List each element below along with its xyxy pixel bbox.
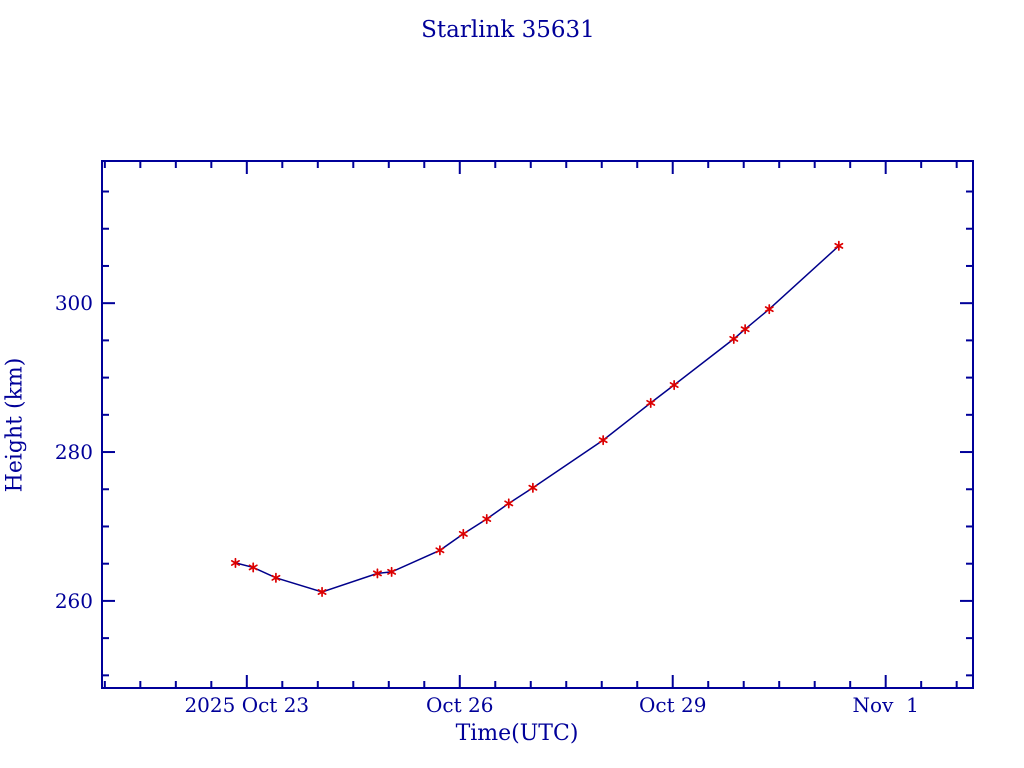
marker-stroke — [317, 589, 327, 595]
data-point-marker — [834, 240, 844, 251]
marker-stroke — [248, 564, 258, 571]
marker-stroke — [764, 306, 774, 313]
plot-frame — [101, 160, 974, 689]
data-point-marker — [729, 333, 739, 344]
marker-stroke — [387, 568, 397, 575]
marker-stroke — [458, 530, 468, 537]
chart-title: Starlink 35631 — [421, 17, 595, 43]
data-point-marker — [230, 557, 240, 568]
data-point-marker — [387, 566, 397, 577]
x-axis-title: Time(UTC) — [455, 721, 579, 746]
marker-stroke — [504, 500, 514, 507]
marker-stroke — [598, 437, 608, 444]
marker-stroke — [271, 574, 281, 581]
marker-stroke — [646, 399, 656, 406]
marker-stroke — [729, 335, 739, 342]
data-point-marker — [458, 528, 468, 539]
x-tick-label: Oct 26 — [426, 693, 493, 717]
data-point-marker — [669, 379, 679, 391]
data-point-marker — [504, 498, 514, 509]
y-tick-label: 260 — [55, 589, 93, 613]
height-curve — [235, 245, 840, 593]
marker-stroke — [669, 382, 679, 388]
y-tick-label: 280 — [55, 440, 93, 464]
data-point-marker — [764, 304, 774, 315]
x-tick-label: 2025 Oct 23 — [184, 693, 309, 717]
marker-stroke — [435, 547, 445, 554]
data-point-marker — [598, 435, 608, 446]
x-tick-label: Nov 1 — [853, 693, 919, 717]
y-tick-label: 300 — [55, 291, 93, 315]
marker-stroke — [834, 242, 844, 249]
data-point-marker — [248, 562, 258, 573]
data-point-marker — [740, 324, 750, 335]
marker-stroke — [372, 570, 382, 577]
marker-stroke — [230, 559, 240, 566]
x-tick-label: Oct 29 — [639, 693, 706, 717]
data-point-marker — [482, 513, 492, 525]
data-point-marker — [271, 572, 281, 583]
data-point-marker — [435, 545, 445, 556]
data-point-marker — [528, 482, 538, 493]
data-point-marker — [317, 586, 327, 598]
marker-stroke — [528, 484, 538, 491]
data-point-marker — [646, 397, 656, 408]
marker-stroke — [482, 516, 492, 522]
data-point-marker — [372, 568, 382, 579]
marker-stroke — [740, 326, 750, 333]
